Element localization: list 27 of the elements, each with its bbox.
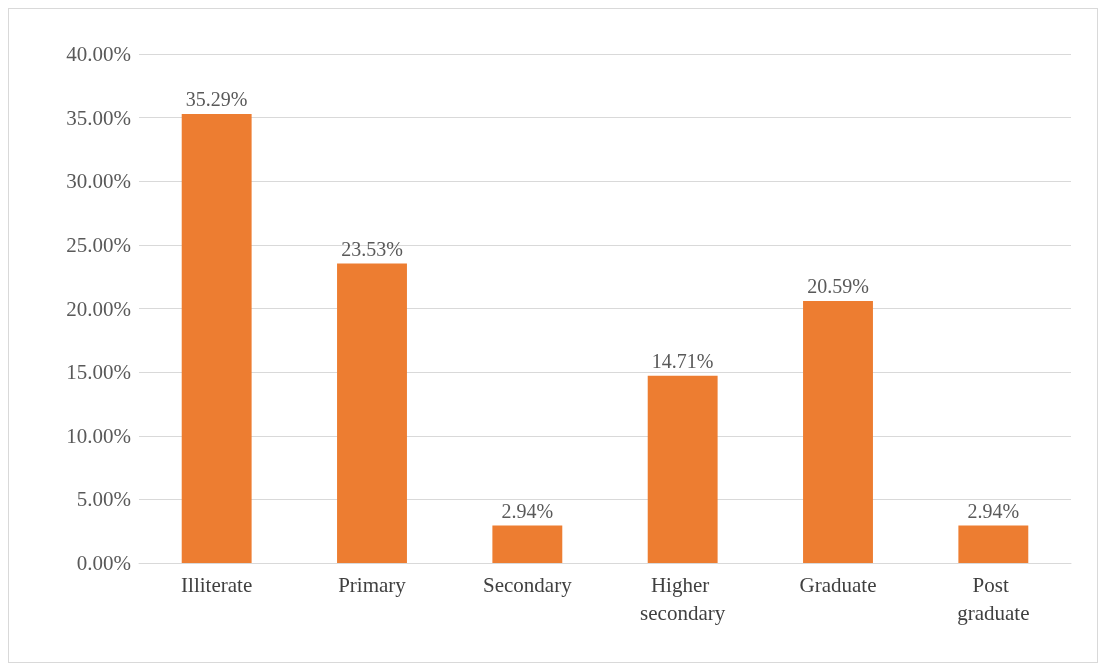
x-tick-label: Illiterate [181, 573, 253, 597]
y-tick-label: 25.00% [66, 232, 131, 257]
x-tick-label: Higher secondary [640, 573, 726, 625]
data-label: 2.94% [967, 499, 1020, 522]
x-tick-label: Graduate [799, 573, 877, 597]
x-tick-label: Post graduate [957, 573, 1030, 625]
y-tick-label: 5.00% [76, 487, 131, 512]
x-tick-label: Secondary [483, 573, 573, 597]
y-tick-label: 20.00% [66, 296, 131, 321]
y-tick-label: 40.00% [66, 42, 131, 66]
y-tick-label: 35.00% [66, 105, 131, 130]
data-label: 14.71% [651, 349, 714, 372]
data-label: 20.59% [807, 274, 869, 297]
y-tick-label: 15.00% [66, 360, 131, 385]
y-tick-label: 30.00% [66, 169, 131, 194]
x-tick-label: Primary [338, 573, 407, 597]
data-label: 2.94% [501, 499, 554, 522]
bar [803, 300, 873, 563]
data-label: 35.29% [185, 87, 248, 110]
bar [337, 263, 407, 563]
bar [492, 525, 563, 563]
bar [958, 525, 1029, 563]
data-label: 23.53% [341, 237, 403, 260]
bar [647, 375, 718, 563]
y-tick-label: 0.00% [76, 551, 131, 575]
bar [181, 113, 252, 563]
y-tick-label: 10.00% [66, 423, 131, 448]
